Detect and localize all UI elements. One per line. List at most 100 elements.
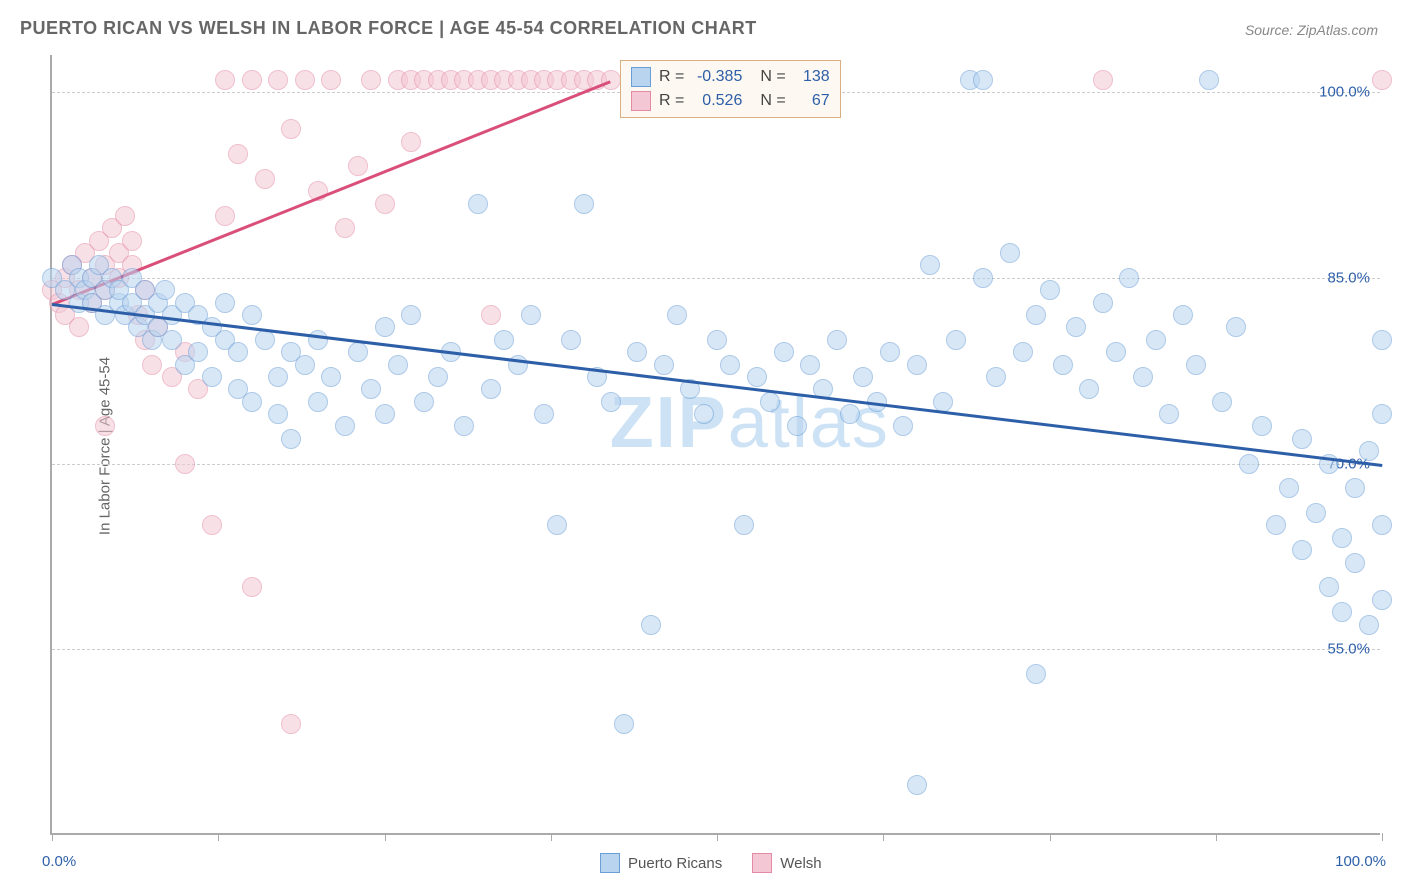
scatter-point-puerto_ricans [707, 330, 727, 350]
scatter-point-puerto_ricans [335, 416, 355, 436]
scatter-point-welsh [281, 119, 301, 139]
scatter-point-puerto_ricans [933, 392, 953, 412]
scatter-point-puerto_ricans [375, 317, 395, 337]
swatch-icon [631, 91, 651, 111]
scatter-point-puerto_ricans [361, 379, 381, 399]
x-tick [218, 833, 219, 841]
scatter-point-puerto_ricans [268, 404, 288, 424]
scatter-point-puerto_ricans [308, 392, 328, 412]
scatter-point-puerto_ricans [946, 330, 966, 350]
scatter-point-puerto_ricans [1119, 268, 1139, 288]
swatch-puerto-ricans [600, 853, 620, 873]
scatter-point-puerto_ricans [1040, 280, 1060, 300]
scatter-point-puerto_ricans [641, 615, 661, 635]
scatter-point-puerto_ricans [468, 194, 488, 214]
scatter-point-welsh [268, 70, 288, 90]
scatter-point-puerto_ricans [534, 404, 554, 424]
legend: Puerto Ricans Welsh [600, 853, 822, 873]
x-tick [52, 833, 53, 841]
scatter-point-puerto_ricans [202, 367, 222, 387]
scatter-point-puerto_ricans [494, 330, 514, 350]
scatter-point-welsh [361, 70, 381, 90]
scatter-point-puerto_ricans [1000, 243, 1020, 263]
y-tick-label: 85.0% [1327, 269, 1370, 286]
scatter-point-puerto_ricans [1279, 478, 1299, 498]
scatter-point-puerto_ricans [893, 416, 913, 436]
scatter-point-puerto_ricans [561, 330, 581, 350]
scatter-point-puerto_ricans [295, 355, 315, 375]
scatter-point-puerto_ricans [1359, 615, 1379, 635]
plot-area: ZIPatlas 55.0%70.0%85.0%100.0% [50, 55, 1380, 835]
x-tick [1216, 833, 1217, 841]
scatter-point-puerto_ricans [188, 342, 208, 362]
legend-label-welsh: Welsh [780, 855, 821, 872]
trend-line-puerto_ricans [52, 303, 1382, 466]
scatter-point-puerto_ricans [1372, 404, 1392, 424]
scatter-point-welsh [281, 714, 301, 734]
scatter-point-welsh [295, 70, 315, 90]
scatter-point-puerto_ricans [1306, 503, 1326, 523]
scatter-point-puerto_ricans [547, 515, 567, 535]
scatter-point-puerto_ricans [242, 305, 262, 325]
legend-item-puerto-ricans: Puerto Ricans [600, 853, 722, 873]
scatter-point-welsh [1093, 70, 1113, 90]
scatter-point-puerto_ricans [774, 342, 794, 362]
scatter-point-puerto_ricans [747, 367, 767, 387]
r-value: -0.385 [692, 68, 742, 86]
gridline [52, 278, 1380, 279]
scatter-point-puerto_ricans [1319, 577, 1339, 597]
scatter-point-puerto_ricans [1133, 367, 1153, 387]
scatter-point-welsh [1372, 70, 1392, 90]
y-tick-label: 100.0% [1319, 84, 1370, 101]
scatter-point-welsh [401, 132, 421, 152]
source-attribution: Source: ZipAtlas.com [1245, 22, 1378, 38]
chart-title: PUERTO RICAN VS WELSH IN LABOR FORCE | A… [20, 18, 757, 39]
stats-row-welsh: R =0.526N =67 [631, 89, 830, 113]
scatter-point-puerto_ricans [1026, 305, 1046, 325]
scatter-point-welsh [142, 355, 162, 375]
n-value: 67 [794, 92, 830, 110]
scatter-point-welsh [481, 305, 501, 325]
scatter-point-puerto_ricans [1372, 590, 1392, 610]
scatter-point-puerto_ricans [1053, 355, 1073, 375]
scatter-point-welsh [215, 70, 235, 90]
scatter-point-puerto_ricans [255, 330, 275, 350]
scatter-point-welsh [69, 317, 89, 337]
scatter-point-puerto_ricans [1106, 342, 1126, 362]
scatter-point-puerto_ricans [1199, 70, 1219, 90]
legend-item-welsh: Welsh [752, 853, 821, 873]
n-value: 138 [794, 68, 830, 86]
scatter-point-puerto_ricans [162, 330, 182, 350]
scatter-point-puerto_ricans [348, 342, 368, 362]
scatter-point-puerto_ricans [627, 342, 647, 362]
scatter-point-puerto_ricans [215, 293, 235, 313]
scatter-point-puerto_ricans [973, 70, 993, 90]
legend-label-puerto-ricans: Puerto Ricans [628, 855, 722, 872]
scatter-point-puerto_ricans [760, 392, 780, 412]
scatter-point-welsh [228, 144, 248, 164]
scatter-point-puerto_ricans [401, 305, 421, 325]
scatter-point-puerto_ricans [1212, 392, 1232, 412]
scatter-point-puerto_ricans [388, 355, 408, 375]
scatter-point-puerto_ricans [654, 355, 674, 375]
r-label: R = [659, 68, 684, 86]
scatter-point-welsh [95, 416, 115, 436]
y-tick-label: 55.0% [1327, 641, 1370, 658]
scatter-point-welsh [601, 70, 621, 90]
n-label: N = [760, 68, 785, 86]
scatter-point-puerto_ricans [414, 392, 434, 412]
scatter-point-welsh [335, 218, 355, 238]
scatter-point-puerto_ricans [1372, 330, 1392, 350]
r-label: R = [659, 92, 684, 110]
scatter-point-puerto_ricans [1292, 540, 1312, 560]
stats-box: R = -0.385 N = 138 R =0.526N =67 [620, 60, 841, 118]
scatter-point-puerto_ricans [242, 392, 262, 412]
scatter-point-welsh [348, 156, 368, 176]
scatter-point-puerto_ricans [281, 429, 301, 449]
scatter-point-puerto_ricans [375, 404, 395, 424]
scatter-point-puerto_ricans [1332, 528, 1352, 548]
swatch-icon [631, 67, 651, 87]
scatter-point-puerto_ricans [155, 280, 175, 300]
scatter-point-welsh [122, 231, 142, 251]
scatter-point-puerto_ricans [986, 367, 1006, 387]
